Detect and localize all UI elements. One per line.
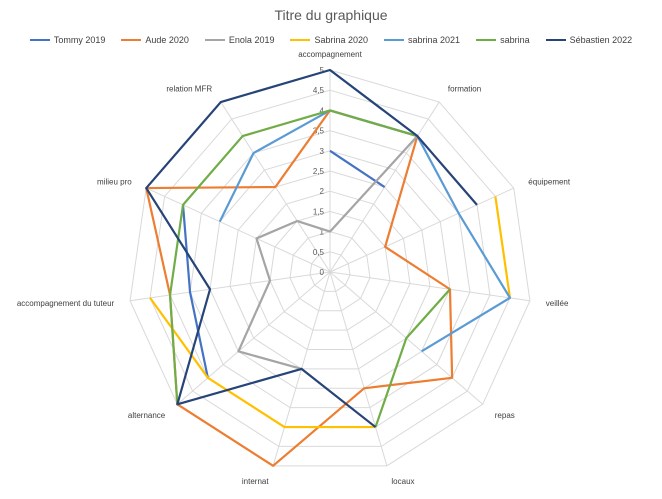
category-label: milieu pro [97,177,132,186]
category-label: formation [448,85,481,94]
legend-label: Sébastien 2022 [569,35,633,45]
legend-label: Tommy 2019 [53,35,106,45]
tick-label: 3,5 [313,127,325,136]
tick-label: 1,5 [313,207,325,216]
series-line [494,196,512,299]
grid-spoke [329,271,531,302]
legend-item: Aude 2020 [121,35,189,45]
tick-label: 4,5 [313,86,325,95]
tick-label: 4 [320,106,325,115]
legend-swatch [384,39,405,41]
legend-item: sabrina [476,35,530,45]
grid-ring [249,190,411,351]
legend-swatch [476,39,497,41]
grid-ring [309,251,351,292]
legend-item: Sabrina 2020 [290,35,368,45]
legend-swatch [204,39,225,41]
grid-ring [149,89,511,447]
legend-swatch [290,39,311,41]
legend-item: sabrina 2021 [384,35,460,45]
legend-item: Tommy 2019 [29,35,106,45]
grid-spoke [146,187,331,273]
tick-label: 0,5 [313,248,325,257]
legend-label: sabrina 2021 [408,35,461,45]
grid-spoke [129,271,331,302]
legend: Tommy 2019 Aude 2020 Enola 2019 Sabrina 202… [0,35,662,45]
category-label: relation MFR [166,85,212,94]
series-line [149,297,376,429]
series-line [145,109,454,467]
grid-ring [269,210,391,331]
category-label: internat [242,477,269,486]
series-line [181,204,209,379]
category-label: accompagnement [298,50,362,59]
chart-title: Titre du graphique [274,7,388,23]
tick-label: 2,5 [313,167,325,176]
grid-ring [189,130,471,409]
category-label: équipement [528,177,571,186]
legend-item: Enola 2019 [204,35,275,45]
tick-label: 3 [320,147,325,156]
category-label: veillée [546,299,569,308]
legend-label: Aude 2020 [145,35,189,45]
grid-ring [229,170,431,370]
series-line [374,288,451,428]
series-line [237,135,419,370]
grid-ring [289,231,371,312]
grid-ring [209,150,451,389]
grid-spoke [329,271,388,466]
legend-swatch [29,39,50,41]
legend-label: Enola 2019 [228,35,275,45]
legend-swatch [121,39,142,41]
series-line [168,109,418,405]
category-label: accompagnement du tuteur [17,299,115,308]
tick-label: 5 [320,66,325,75]
category-label: alternance [128,411,166,420]
legend-label: Sabrina 2020 [314,35,369,45]
category-label: locaux [391,477,414,486]
grid-spoke [177,271,331,405]
legend-item: Sébastien 2022 [545,35,633,45]
category-label: repas [495,411,515,420]
tick-label: 2 [320,187,325,196]
legend-swatch [545,39,566,41]
legend-label: sabrina [500,35,530,45]
tick-label: 1 [320,228,325,237]
series-line [145,68,478,428]
tick-label: 0 [320,268,325,277]
grid-spoke [329,187,514,273]
